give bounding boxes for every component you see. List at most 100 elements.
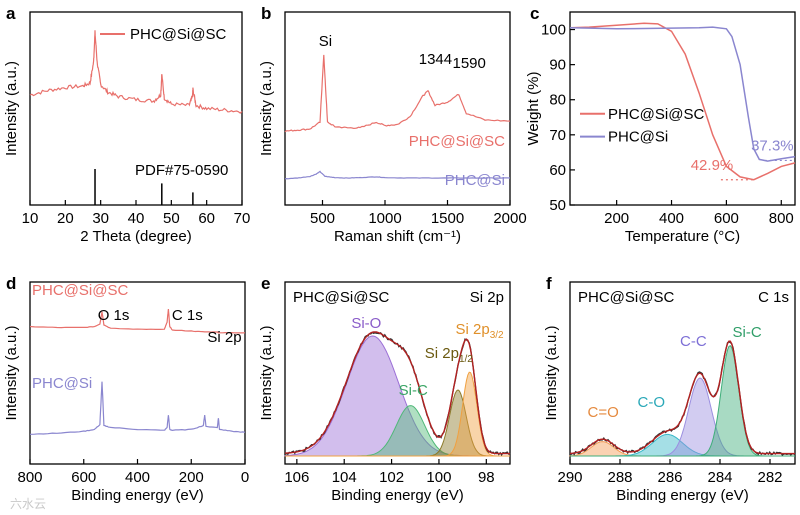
legend-label: PHC@Si@SC <box>130 26 226 43</box>
annotation-purple: 37.3% <box>751 138 794 155</box>
x-tick-label: 50 <box>163 210 180 227</box>
legend-label-phc-si: PHC@Si <box>608 129 668 146</box>
fit-component-si-c <box>570 345 795 457</box>
sample-label: PHC@Si@SC <box>293 289 389 306</box>
x-tick-label: 40 <box>128 210 145 227</box>
x-tick-label: 800 <box>769 210 794 227</box>
x-tick-label: 30 <box>92 210 109 227</box>
component-label-c-o-double: C=O <box>588 404 619 421</box>
x-tick-label: 600 <box>714 210 739 227</box>
series-line-phc-si <box>569 26 796 162</box>
panel-letter: e <box>261 274 270 293</box>
peak-label-si2p: Si 2p <box>207 329 241 346</box>
panel-c: 200 400 600 800 Temperature (°C) Weight (%) c 5… <box>525 4 796 245</box>
y-axis-label: Intensity (a.u.) <box>258 61 275 156</box>
panel-a: 10 20 30 40 50 60 70 2 Theta (degree) Intensity … <box>3 4 250 245</box>
x-tick-label: 1500 <box>431 210 464 227</box>
plot-frame <box>284 281 511 465</box>
component-label-si-o: Si-O <box>351 315 381 332</box>
series-label-phc-si-sc: PHC@Si@SC <box>409 133 505 150</box>
reference-label: PDF#75-0590 <box>135 162 228 179</box>
y-tick-label: 100 <box>541 22 566 39</box>
panel-letter: f <box>546 274 552 293</box>
panel-letter: b <box>261 4 271 23</box>
y-tick-label: 90 <box>549 57 566 74</box>
x-tick-label: 70 <box>234 210 251 227</box>
peak-label-si: Si <box>319 33 332 50</box>
x-tick-label: 2000 <box>493 210 526 227</box>
x-tick-label: 98 <box>478 469 495 486</box>
y-axis-label: Intensity (a.u.) <box>3 325 20 420</box>
series-line-phc-si <box>284 170 511 180</box>
plot-frame <box>284 11 511 206</box>
fit-envelope-line <box>569 340 795 455</box>
y-tick-label: 60 <box>549 162 566 179</box>
x-tick-label: 100 <box>426 469 451 486</box>
panel-letter: a <box>6 4 16 23</box>
x-axis-label: Binding energy (eV) <box>71 487 204 504</box>
component-label-si-c: Si-C <box>399 382 428 399</box>
y-axis-label: Intensity (a.u.) <box>543 325 560 420</box>
series-label-phc-si: PHC@Si <box>32 375 92 392</box>
x-tick-label: 104 <box>332 469 357 486</box>
component-label-si-2p32-subscript: 3/2 <box>490 330 504 341</box>
plot-frame <box>569 11 796 206</box>
x-tick-label: 800 <box>17 469 42 486</box>
x-tick-label: 1000 <box>368 210 401 227</box>
x-tick-label: 286 <box>657 469 682 486</box>
fit-envelope-line <box>284 331 510 455</box>
series-line-phc-si <box>29 381 246 435</box>
x-tick-label: 102 <box>379 469 404 486</box>
x-tick-label: 400 <box>125 469 150 486</box>
component-label-si-2p12: Si 2p1/2 <box>425 345 474 365</box>
x-tick-label: 106 <box>284 469 309 486</box>
panel-e: 106 104 102 100 98 Binding energy (eV) Intensi… <box>258 274 511 504</box>
panel-letter: c <box>530 4 539 23</box>
x-tick-label: 600 <box>71 469 96 486</box>
peak-label-1590: 1590 <box>453 55 486 72</box>
panel-b: 500 1000 1500 2000 Raman shift (cm⁻¹) Intensi… <box>258 4 527 245</box>
peak-label-o1s: O 1s <box>98 307 130 324</box>
component-label-si-c: Si-C <box>733 324 762 341</box>
annotation-red: 42.9% <box>691 157 734 174</box>
panel-letter: d <box>6 274 16 293</box>
watermark-text: 六水云 <box>10 497 46 511</box>
plot-frame <box>29 281 246 465</box>
region-label: Si 2p <box>470 289 504 306</box>
legend-label-phc-si-sc: PHC@Si@SC <box>608 106 704 123</box>
x-tick-label: 290 <box>557 469 582 486</box>
x-tick-label: 400 <box>659 210 684 227</box>
x-tick-label: 20 <box>57 210 74 227</box>
panel-f: 290 288 286 284 282 Binding energy (eV) Intens… <box>543 274 796 504</box>
x-axis-label: Binding energy (eV) <box>331 487 464 504</box>
series-line-phc-si-sc <box>569 22 796 181</box>
x-tick-label: 60 <box>198 210 215 227</box>
component-label-si-2p12-subscript: 1/2 <box>459 354 473 365</box>
component-label-c-c: C-C <box>680 333 707 350</box>
x-axis-label: Binding energy (eV) <box>616 487 749 504</box>
fit-component-si-2p32 <box>285 371 510 457</box>
y-axis-label: Intensity (a.u.) <box>3 61 20 156</box>
series-line-phc-si-sc <box>284 54 511 133</box>
x-tick-label: 282 <box>757 469 782 486</box>
region-label: C 1s <box>758 289 789 306</box>
sample-label: PHC@Si@SC <box>578 289 674 306</box>
x-axis-label: Raman shift (cm⁻¹) <box>334 228 461 245</box>
y-tick-label: 50 <box>549 197 566 214</box>
component-label-si-2p32: Si 2p3/2 <box>456 321 505 341</box>
x-tick-label: 0 <box>241 469 249 486</box>
panel-d: 800 600 400 200 0 Binding energy (eV) Intensit… <box>3 274 249 504</box>
x-tick-label: 284 <box>707 469 732 486</box>
series-line-phc-si-sc <box>29 308 246 334</box>
x-tick-label: 200 <box>179 469 204 486</box>
peak-label-c1s: C 1s <box>172 307 203 324</box>
series-label-phc-si: PHC@Si <box>445 172 505 189</box>
y-axis-label: Weight (%) <box>525 72 542 146</box>
component-label-c-o: C-O <box>638 394 666 411</box>
y-axis-label: Intensity (a.u.) <box>258 325 275 420</box>
plot-frame <box>569 281 796 465</box>
x-tick-label: 500 <box>310 210 335 227</box>
y-tick-label: 80 <box>549 92 566 109</box>
x-tick-label: 10 <box>22 210 39 227</box>
y-tick-label: 70 <box>549 127 566 144</box>
